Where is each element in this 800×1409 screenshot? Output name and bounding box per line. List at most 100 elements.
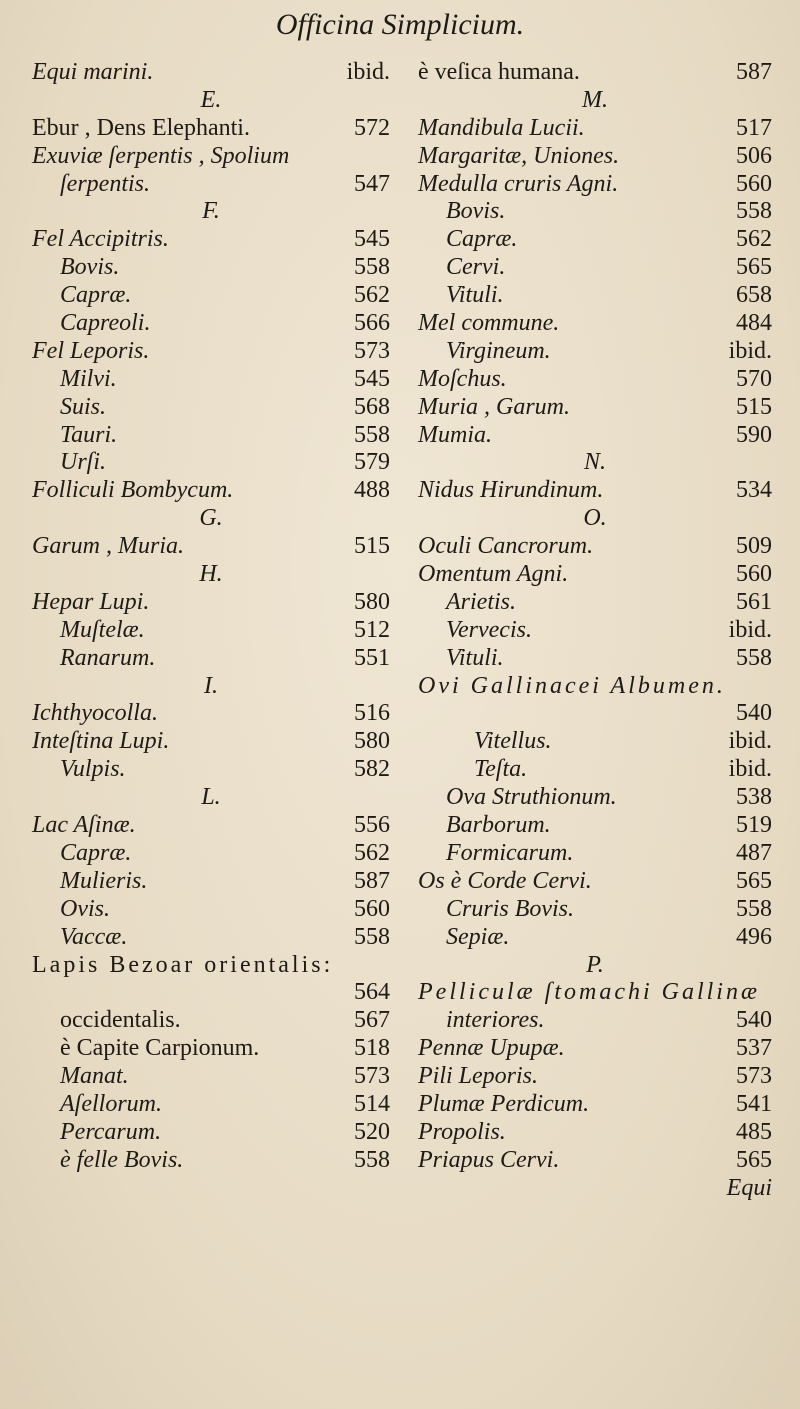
index-entry: 540 <box>418 699 772 727</box>
catchword-text: Equi <box>726 1174 772 1201</box>
entry-page-number: 506 <box>736 142 772 169</box>
index-entry: Cervi. 565 <box>418 253 772 281</box>
entry-page-number: 558 <box>736 198 772 225</box>
index-entry: ſerpentis. 547 <box>32 170 390 198</box>
entry-page-number: 509 <box>736 533 772 560</box>
index-entry: Hepar Lupi. 580 <box>32 588 390 616</box>
entry-term: Exuviæ ſerpentis , Spolium <box>32 142 290 169</box>
entry-page-number: 565 <box>736 1146 772 1173</box>
entry-page-number: 545 <box>354 226 390 253</box>
entry-page-number: 580 <box>354 588 390 615</box>
entry-term: è veſica humana. <box>418 59 580 85</box>
index-entry: 564 <box>32 978 390 1006</box>
index-entry: Exuviæ ſerpentis , Spolium <box>32 142 390 170</box>
entry-term: Mel commune. <box>418 310 560 337</box>
index-entry: Tauri. 558 <box>32 421 390 449</box>
entry-term: Priapus Cervi. <box>418 1146 560 1173</box>
index-entry: Propolis. 485 <box>418 1118 772 1146</box>
index-entry: è veſica humana. 587 <box>418 58 772 86</box>
index-entry: Barborum. 519 <box>418 811 772 839</box>
section-letter-text: H. <box>199 561 223 588</box>
section-letter: G. <box>32 504 390 532</box>
entry-term: Barborum. <box>446 812 551 839</box>
entry-page-number: 565 <box>736 254 772 281</box>
section-letter-text: N. <box>583 449 606 476</box>
index-entry: Manat. 573 <box>32 1062 390 1090</box>
index-entry: Aſellorum. 514 <box>32 1090 390 1118</box>
index-entry: Mulieris. 587 <box>32 867 390 895</box>
entry-page-number: ibid. <box>728 756 772 783</box>
entry-term: è Capite Carpionum. <box>60 1035 260 1062</box>
entry-term: Mulieris. <box>60 867 148 894</box>
entry-page-number: ibid. <box>728 337 772 364</box>
index-entry: Garum , Muria. 515 <box>32 532 390 560</box>
index-entry: Virgineum. ibid. <box>418 337 772 365</box>
index-entry: Medulla cruris Agni. 560 <box>418 170 772 198</box>
entry-term: Vituli. <box>446 644 504 671</box>
entry-term: Urſi. <box>60 449 107 476</box>
entry-term: Cervi. <box>446 254 506 281</box>
entry-page-number: 540 <box>736 1007 772 1034</box>
index-entry: Moſchus. 570 <box>418 365 772 393</box>
entry-page-number: ibid. <box>728 616 772 643</box>
section-letter-text: G. <box>199 505 223 532</box>
index-entry: Capræ. 562 <box>418 225 772 253</box>
entry-term: Pili Leporis. <box>418 1063 539 1090</box>
entry-term: Omentum Agni. <box>418 561 569 588</box>
entry-page-number: 568 <box>354 393 390 420</box>
entry-term: Medulla cruris Agni. <box>418 170 619 197</box>
entry-page-number: 519 <box>736 812 772 839</box>
section-letter-text: E. <box>200 86 222 113</box>
entry-term: Manat. <box>60 1063 129 1090</box>
entry-page-number: 515 <box>736 393 772 420</box>
entry-term: Bovis. <box>60 254 120 281</box>
entry-page-number: 558 <box>354 254 390 281</box>
entry-page-number: 484 <box>736 310 772 337</box>
entry-page-number: 562 <box>354 282 390 309</box>
entry-page-number: 515 <box>354 533 390 560</box>
section-letter: P. <box>418 951 772 979</box>
entry-page-number: 534 <box>736 477 772 504</box>
entry-page-number: 572 <box>354 114 390 141</box>
entry-page-number: 537 <box>736 1035 772 1062</box>
index-entry: Muria , Garum. 515 <box>418 393 772 421</box>
entry-term: Plumæ Perdicum. <box>418 1090 590 1117</box>
entry-term: Vulpis. <box>60 756 126 783</box>
entry-page-number: 564 <box>354 979 390 1006</box>
index-entry: Nidus Hirundinum. 534 <box>418 476 772 504</box>
index-entry: Folliculi Bombycum. 488 <box>32 476 390 504</box>
index-entry: è felle Bovis. 558 <box>32 1146 390 1174</box>
entry-term: Cruris Bovis. <box>446 895 575 922</box>
entry-page-number: 558 <box>736 895 772 922</box>
entry-page-number: 487 <box>736 839 772 866</box>
index-entry: Mumia. 590 <box>418 421 772 449</box>
entry-page-number: 547 <box>354 170 390 197</box>
entry-term: Fel Accipitris. <box>32 226 169 253</box>
entry-page-number: ibid. <box>346 59 390 85</box>
entry-page-number: 485 <box>736 1118 772 1145</box>
index-entry: Inteſtina Lupi. 580 <box>32 727 390 755</box>
entry-term: Fel Leporis. <box>32 337 150 364</box>
entry-term: Lac Aſinæ. <box>32 812 136 839</box>
entry-term: Equi marini. <box>32 59 154 85</box>
index-entry: Priapus Cervi. 565 <box>418 1146 772 1174</box>
section-letter-text: I. <box>204 672 218 699</box>
entry-term: Bovis. <box>446 198 506 225</box>
index-entry: Ebur , Dens Elephanti. 572 <box>32 114 390 142</box>
entry-term: Teſta. <box>474 756 528 783</box>
entry-page-number: 566 <box>354 310 390 337</box>
index-entry: Vulpis. 582 <box>32 755 390 783</box>
entry-term: occidentalis. <box>60 1007 181 1034</box>
entry-page-number: 590 <box>736 421 772 448</box>
entry-term: interiores. <box>446 1007 545 1034</box>
entry-term: Garum , Muria. <box>32 533 185 560</box>
index-entry: Equi marini. ibid. <box>32 58 390 86</box>
section-letter-text: O. <box>583 505 607 532</box>
entry-page-number: 587 <box>736 59 772 85</box>
entry-term: Capræ. <box>60 282 132 309</box>
entry-term: Tauri. <box>60 421 118 448</box>
entry-page-number: 573 <box>736 1063 772 1090</box>
entry-term: Arietis. <box>446 588 516 615</box>
index-entry: Omentum Agni. 560 <box>418 560 772 588</box>
